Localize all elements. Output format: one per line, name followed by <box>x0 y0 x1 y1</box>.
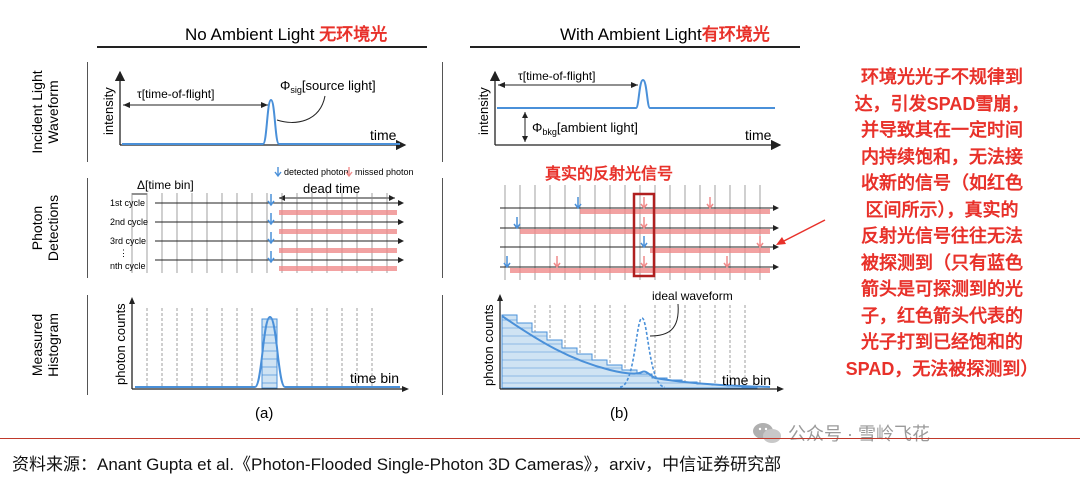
panel-b-waveform-plot: intensity time τ[time-of-flight] Φbkg[am… <box>476 69 782 151</box>
panel-b-decay-curve <box>501 315 771 388</box>
annotation-line-2: 达，引发SPAD雪崩， <box>854 93 1030 114</box>
row-separator-mid-2 <box>442 178 443 278</box>
panel-b-hist-bars <box>501 314 758 389</box>
annotation-line-9: 箭头是可探测到的光 <box>861 279 1023 299</box>
source-line: 资料来源：Anant Gupta et al.《Photon-Flooded S… <box>12 455 782 474</box>
row-label-waveform-line2: Waveform <box>45 80 61 144</box>
panel-a-title-en: No Ambient Light <box>185 25 320 44</box>
panel-b-ideal-waveform-label: ideal waveform <box>652 290 733 303</box>
wechat-icon <box>752 421 782 445</box>
row-label-histogram-line1: Measured <box>29 313 45 377</box>
panel-b-signal-label-cn: 真实的反射光信号 <box>545 166 674 183</box>
panel-a-detected-photon-arrows <box>267 194 275 264</box>
panel-a-dead-time-label: dead time <box>303 181 360 196</box>
panel-a-time-label: time <box>370 127 397 143</box>
panel-b-signal-pulse <box>497 78 775 109</box>
watermark: 公众号 · 雪岭飞花 <box>752 420 930 446</box>
panel-a-hist-curve <box>135 315 400 388</box>
panel-a-title-rule <box>97 46 427 48</box>
row-label-histogram: Measured Histogram <box>0 295 90 395</box>
row-separator-mid-3 <box>442 295 443 395</box>
panel-a-detections-plot: detected photon missed photon Δ[time bin… <box>110 167 414 273</box>
panel-b-intensity-label: intensity <box>476 87 491 135</box>
annotation-line-8: 被探测到（只有蓝色 <box>861 252 1023 273</box>
panel-b-detections-plot <box>500 185 779 280</box>
annotation-line-10: 子，红色箭头代表的 <box>861 305 1023 326</box>
annotation-line-11: 光子打到已经饱和的 <box>861 332 1023 352</box>
panel-b-tof-label: τ[time-of-flight] <box>518 69 595 83</box>
panel-a-time-bin-axis-label: time bin <box>350 370 399 386</box>
missed-photon-legend-arrow <box>345 167 353 178</box>
panel-a-caption: (a) <box>255 405 274 422</box>
row-label-histogram-line2: Histogram <box>45 313 61 377</box>
panel-a-dead-time-bars <box>279 210 397 271</box>
cycle-label-n: nth cycle <box>110 261 146 271</box>
panel-b-phi-label: Φbkg[ambient light] <box>532 120 638 137</box>
panel-a-waveform-plot: intensity time τ[time-of-flight] Φsig[so… <box>101 70 407 151</box>
panel-a-title: No Ambient Light 无环境光 <box>185 20 387 45</box>
annotation-line-1: 环境光光子不规律到 <box>861 67 1023 87</box>
annotation-text-block: 环境光光子不规律到 达，引发SPAD雪崩， 并导致其在一定时间 内持续饱和，无法… <box>812 64 1072 382</box>
source-rule <box>0 438 1080 439</box>
panel-b-dead-time-bars <box>510 209 770 273</box>
panel-b-signal-highlight-box <box>632 192 656 278</box>
detected-photon-legend-arrow <box>274 167 282 178</box>
annotation-line-3: 并导致其在一定时间 <box>861 120 1023 140</box>
panel-a-title-cn: 无环境光 <box>319 25 388 44</box>
panel-a-cycle-arrowheads <box>398 200 404 263</box>
panel-b-ideal-waveform-curve <box>619 317 666 388</box>
panel-b-title-rule <box>470 46 800 48</box>
panel-a-legend: detected photon missed photon <box>274 167 414 178</box>
panel-b-ideal-waveform-pointer <box>649 303 679 337</box>
row-label-waveform: Incident Light Waveform <box>0 62 90 162</box>
panel-b-detected-photon-arrows <box>503 197 648 269</box>
row-separator-left-1 <box>87 62 88 162</box>
panel-a-phi-pointer <box>276 95 326 123</box>
panel-b-cycle-lines <box>500 207 775 268</box>
panel-b-caption: (b) <box>610 405 629 422</box>
annotation-line-7: 反射光信号往往无法 <box>861 226 1023 246</box>
row-separator-mid-1 <box>442 62 443 162</box>
panel-b-missed-photon-arrows <box>553 197 764 269</box>
row-label-detections-line2: Detections <box>45 194 61 262</box>
row-separator-left-2 <box>87 178 88 278</box>
panel-b-photon-counts-label: photon counts <box>481 304 496 386</box>
cycle-label-1: 1st cycle <box>110 198 145 208</box>
annotation-line-6: 区间所示），真实的 <box>865 199 1019 220</box>
panel-b-title: With Ambient Light有环境光 <box>560 20 770 45</box>
annotation-pointer-arrow <box>776 219 826 245</box>
annotation-line-12: SPAD，无法被探测到） <box>845 358 1039 379</box>
panel-b-title-en: With Ambient Light <box>560 25 702 44</box>
cycle-label-3: 3rd cycle <box>110 236 146 246</box>
missed-photon-legend-label: missed photon <box>355 167 414 177</box>
watermark-text: 公众号 · 雪岭飞花 <box>788 424 930 444</box>
cycle-label-2: 2nd cycle <box>110 217 148 227</box>
panel-a-phi-label: Φsig[source light] <box>280 78 376 95</box>
panel-b-title-cn: 有环境光 <box>701 25 770 44</box>
annotation-line-4: 内持续饱和，无法接 <box>861 146 1023 167</box>
panel-a-photon-counts-label: photon counts <box>113 303 128 385</box>
panel-b-cycle-arrowheads <box>773 205 779 270</box>
detected-photon-legend-label: detected photon <box>284 167 349 177</box>
panel-b-time-label: time <box>745 127 772 143</box>
row-label-detections-line1: Photon <box>29 205 45 251</box>
panel-b-time-bin-axis-label: time bin <box>722 372 771 388</box>
panel-b-histogram-plot: ideal waveform photon counts time bin <box>481 290 784 392</box>
panel-a-time-bin-label: Δ[time bin] <box>137 178 194 192</box>
panel-a-intensity-label: intensity <box>101 87 116 135</box>
panel-a-cycle-lines <box>155 202 400 261</box>
panel-a-tof-label: τ[time-of-flight] <box>137 87 214 101</box>
panel-a-histogram-plot: photon counts time bin <box>113 297 409 392</box>
cycle-label-ellipsis: ⋮ <box>119 248 128 258</box>
panel-a-hist-grid <box>146 308 373 388</box>
panel-a-signal-pulse <box>122 98 400 145</box>
row-label-waveform-line1: Incident Light <box>29 70 45 154</box>
annotation-line-5: 收新的信号（如红色 <box>861 173 1023 193</box>
row-separator-left-3 <box>87 295 88 395</box>
row-label-detections: Photon Detections <box>0 178 90 278</box>
